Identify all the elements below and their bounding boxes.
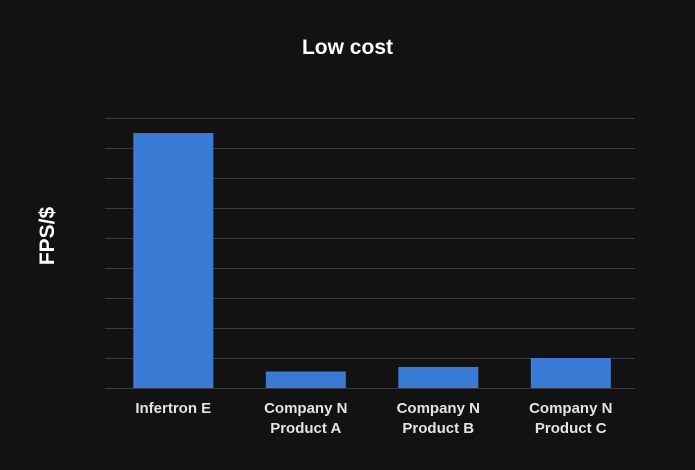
category-label: Company N Product C <box>511 399 631 439</box>
category-label: Company N Product B <box>378 399 498 439</box>
bar <box>133 133 214 388</box>
category-label: Company N Product A <box>246 399 366 439</box>
bar <box>398 367 479 388</box>
category-label-line: Product B <box>402 420 475 437</box>
category-label-line: Company N <box>264 400 348 417</box>
category-label: Infertron E <box>113 399 233 419</box>
category-label-line: Company N <box>396 400 480 417</box>
category-label-line: Product A <box>270 420 342 437</box>
bar <box>530 358 611 388</box>
category-label-line: Company N <box>529 400 613 417</box>
category-label-line: Infertron E <box>135 400 212 417</box>
bar <box>265 371 346 388</box>
category-label-line: Product C <box>534 420 607 437</box>
chart-title: Low cost <box>301 36 393 59</box>
